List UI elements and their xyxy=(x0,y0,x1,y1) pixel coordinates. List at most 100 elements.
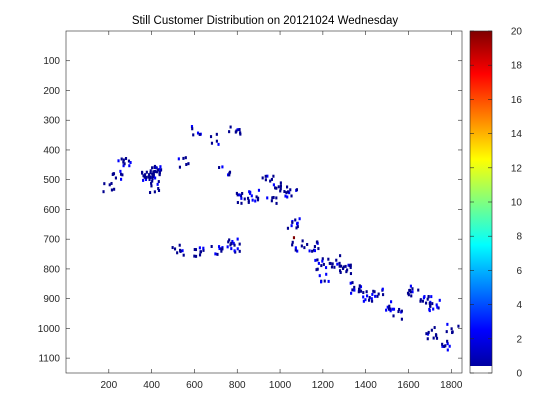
heatmap-cell xyxy=(319,280,323,284)
y-tick-label: 500 xyxy=(43,175,60,186)
heatmap-cell xyxy=(374,294,377,298)
heatmap-cell xyxy=(323,279,326,283)
heatmap-cell xyxy=(303,246,306,250)
heatmap-cell xyxy=(359,285,363,289)
heatmap-cell xyxy=(274,186,277,190)
heatmap-cell xyxy=(409,290,412,294)
heatmap-cell xyxy=(264,174,267,178)
x-tick-label: 1600 xyxy=(397,380,420,391)
heatmap-cell xyxy=(233,249,236,253)
heatmap-cell xyxy=(111,172,114,176)
heatmap-cell xyxy=(349,272,353,276)
heatmap-cell xyxy=(173,247,177,251)
heatmap-cell xyxy=(314,258,317,262)
heatmap-cell xyxy=(426,332,430,336)
heatmap-cell xyxy=(272,183,275,187)
heatmap-cells xyxy=(102,125,460,352)
heatmap-cell xyxy=(151,166,154,170)
heatmap-cell xyxy=(296,225,299,229)
heatmap-cell xyxy=(392,307,396,311)
heatmap-cell xyxy=(235,191,238,195)
heatmap-cell xyxy=(228,238,231,242)
heatmap-cell xyxy=(443,344,446,348)
heatmap-cell xyxy=(266,174,269,178)
heatmap-cell xyxy=(239,194,243,198)
heatmap-cell xyxy=(370,297,373,301)
heatmap-cell xyxy=(215,139,218,143)
heatmap-cell xyxy=(210,141,214,145)
heatmap-cell xyxy=(409,284,412,288)
heatmap-cell xyxy=(436,305,439,309)
heatmap-cell xyxy=(226,245,229,249)
heatmap-cell xyxy=(261,176,264,180)
heatmap-cell xyxy=(432,307,435,311)
heatmap-cell xyxy=(236,193,239,197)
heatmap-cell xyxy=(128,164,131,168)
colorbar-tick-label: 0 xyxy=(516,369,522,380)
heatmap-cell xyxy=(341,267,345,271)
heatmap-cell xyxy=(327,257,330,261)
heatmap-cell xyxy=(373,290,376,294)
heatmap-cell xyxy=(155,170,158,174)
heatmap-cell xyxy=(288,191,291,195)
heatmap-cell xyxy=(322,262,325,266)
y-tick-label: 600 xyxy=(43,205,60,216)
heatmap-cell xyxy=(266,196,269,200)
heatmap-cell xyxy=(371,292,374,296)
heatmap-cell xyxy=(294,246,297,250)
heatmap-cell xyxy=(357,287,361,291)
heatmap-cell xyxy=(338,269,342,273)
heatmap-cell xyxy=(347,263,350,267)
heatmap-cell xyxy=(228,173,231,177)
colorbar-tick-label: 6 xyxy=(516,266,522,277)
x-tick-label: 800 xyxy=(229,380,246,391)
heatmap-cell xyxy=(176,251,179,255)
heatmap-cell xyxy=(159,165,162,169)
heatmap-cell xyxy=(228,171,231,175)
heatmap-cell xyxy=(153,169,157,173)
heatmap-cell xyxy=(450,327,453,331)
heatmap-cell xyxy=(313,245,316,249)
heatmap-cell xyxy=(229,125,232,129)
colorbar-zero-band xyxy=(470,366,492,373)
heatmap-cell xyxy=(256,196,260,200)
heatmap-cell xyxy=(148,173,151,177)
heatmap-cell xyxy=(187,162,190,166)
x-tick-label: 600 xyxy=(186,380,203,391)
heatmap-cell xyxy=(331,262,334,266)
heatmap-cell xyxy=(119,169,122,173)
heatmap-cell xyxy=(389,309,392,313)
heatmap-cell xyxy=(150,184,153,188)
heatmap-cell xyxy=(330,265,334,269)
colorbar-ticks: 0 2 4 6 8 10 12 14 16 18 20 xyxy=(470,27,522,380)
heatmap-cell xyxy=(149,175,152,179)
heatmap-cell xyxy=(149,169,152,173)
heatmap-cell xyxy=(233,243,236,247)
heatmap-cell xyxy=(311,249,314,253)
heatmap-cell xyxy=(248,190,251,194)
colorbar-tick-label: 2 xyxy=(516,334,522,345)
heatmap-cell xyxy=(152,173,155,177)
heatmap-cell xyxy=(289,188,292,192)
heatmap-cell xyxy=(316,267,319,271)
heatmap-cell xyxy=(435,303,438,307)
colorbar-gradient xyxy=(470,31,492,373)
heatmap-cell xyxy=(349,281,352,285)
y-tick-label: 400 xyxy=(43,145,60,156)
x-tick-label: 1800 xyxy=(440,380,463,391)
heatmap-cell xyxy=(240,196,243,200)
heatmap-cell xyxy=(344,264,347,268)
heatmap-cell xyxy=(114,176,117,180)
colorbar-tick-label: 14 xyxy=(511,129,523,140)
heatmap-cell xyxy=(149,171,152,175)
heatmap-cell xyxy=(156,182,159,186)
heatmap-cell xyxy=(338,261,341,265)
heatmap-cell xyxy=(277,185,280,189)
heatmap-cell xyxy=(294,218,297,222)
heatmap-cell xyxy=(448,344,451,348)
heatmap-cell xyxy=(108,183,111,187)
heatmap-cell xyxy=(153,165,156,169)
heatmap-cell xyxy=(218,166,221,170)
heatmap-cell xyxy=(392,314,395,318)
heatmap-cell xyxy=(236,247,239,251)
